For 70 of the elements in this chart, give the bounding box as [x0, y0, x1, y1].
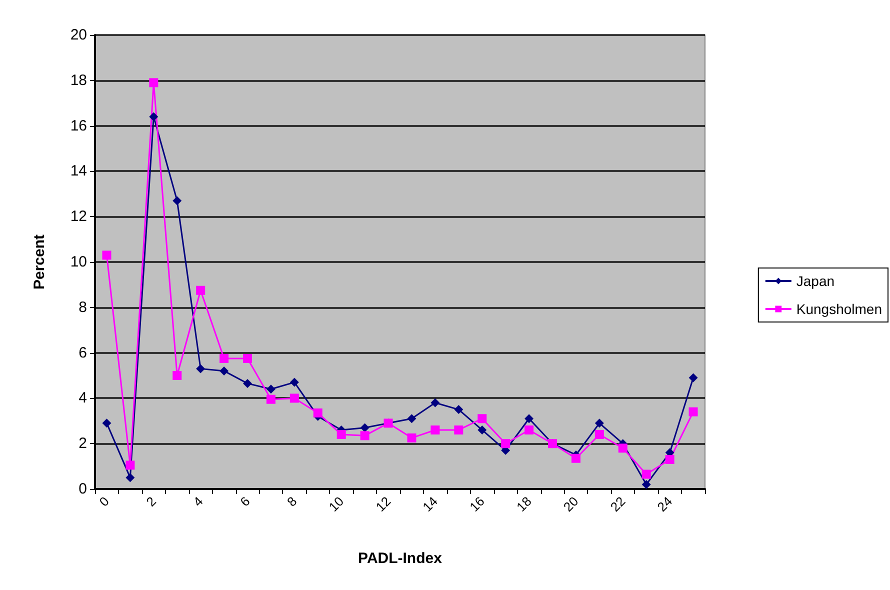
y-tick-label: 4	[78, 390, 87, 407]
point	[102, 418, 112, 428]
point	[407, 433, 416, 442]
point	[172, 371, 182, 380]
x-tick-label: 8	[284, 494, 300, 510]
y-axis-title: Percent	[31, 234, 48, 290]
point	[126, 473, 135, 482]
point	[642, 470, 651, 479]
y-tick-label: 10	[70, 254, 87, 270]
x-tick-label: 10	[326, 494, 347, 515]
x-tick-label: 20	[560, 494, 582, 515]
legend-label: Japan	[796, 273, 835, 289]
x-tick-label: 6	[237, 494, 253, 510]
x-tick-label: 0	[96, 494, 112, 510]
point	[688, 373, 698, 382]
y-tick-label: 6	[78, 344, 87, 362]
x-tick-label: 22	[607, 494, 628, 515]
point	[149, 112, 158, 122]
point	[665, 454, 674, 464]
point	[407, 414, 416, 424]
y-tick-label: 2	[78, 435, 87, 452]
point	[642, 480, 651, 489]
point	[478, 414, 487, 424]
y-tick-label: 20	[70, 26, 87, 44]
y-tick-label: 0	[78, 480, 87, 498]
point	[618, 444, 628, 453]
point	[524, 414, 534, 424]
x-tick-label: 16	[466, 494, 488, 515]
point	[243, 378, 252, 388]
point	[290, 378, 299, 387]
point	[102, 250, 112, 260]
x-tick-label: 24	[654, 494, 676, 515]
y-tick-label: 16	[70, 117, 87, 134]
point	[501, 439, 510, 448]
point	[430, 398, 440, 408]
point	[688, 407, 698, 416]
point	[243, 354, 252, 363]
point	[266, 394, 276, 404]
point	[360, 423, 370, 432]
point	[360, 431, 370, 440]
point	[172, 196, 182, 206]
point	[220, 366, 229, 376]
x-tick-label: 14	[420, 494, 440, 515]
x-tick-label: 2	[143, 494, 159, 510]
x-tick-label: 18	[514, 494, 534, 515]
y-tick-label: 14	[70, 162, 87, 180]
point	[571, 454, 580, 463]
y-tick-label: 8	[78, 298, 87, 316]
point	[266, 384, 276, 394]
legend-label: Kungsholmen	[796, 301, 882, 317]
point	[336, 430, 346, 440]
x-tick-label: 4	[190, 494, 206, 510]
point	[290, 394, 299, 403]
point	[430, 425, 440, 434]
y-tick-label: 12	[70, 208, 87, 226]
point	[594, 418, 604, 428]
point	[594, 430, 604, 440]
point	[196, 286, 206, 295]
point	[149, 78, 158, 88]
point	[454, 425, 464, 434]
point	[196, 364, 206, 374]
point	[524, 425, 534, 434]
y-tick-label: 18	[70, 72, 87, 89]
x-axis-title: PADL-Index	[358, 550, 443, 567]
x-tick-label: 12	[372, 494, 394, 515]
point	[126, 460, 135, 470]
point	[478, 425, 487, 434]
point	[454, 405, 464, 414]
point	[220, 354, 229, 363]
point	[313, 408, 322, 418]
